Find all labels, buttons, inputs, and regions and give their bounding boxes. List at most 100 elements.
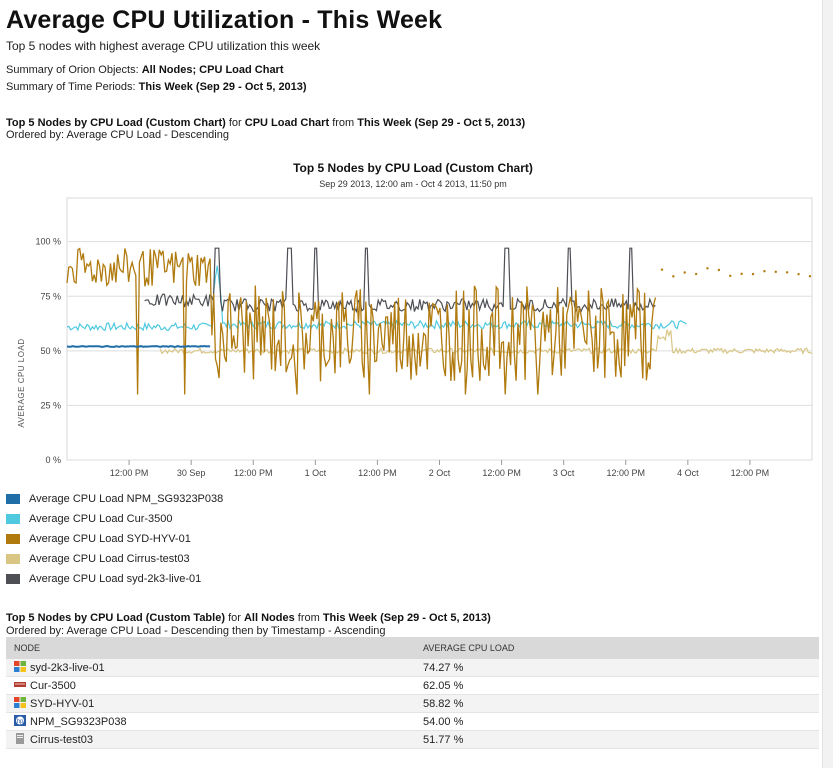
- hp-icon: hp: [14, 715, 26, 726]
- x-tick-label: 12:00 PM: [234, 468, 273, 478]
- legend-swatch: [6, 494, 20, 504]
- node-name[interactable]: Cirrus-test03: [30, 734, 93, 746]
- series-dot: [751, 272, 755, 276]
- y-tick-label: 0 %: [45, 455, 61, 465]
- legend-swatch: [6, 534, 20, 544]
- x-tick-label: 3 Oct: [553, 468, 575, 478]
- y-tick-label: 100 %: [35, 237, 61, 247]
- legend-item[interactable]: Average CPU Load syd-2k3-live-01: [6, 569, 223, 589]
- legend-label: Average CPU Load SYD-HYV-01: [29, 533, 191, 545]
- series-line-3: [159, 329, 813, 355]
- series-dot: [694, 272, 698, 276]
- x-tick-label: 4 Oct: [677, 468, 699, 478]
- table-section-from: from: [297, 612, 320, 624]
- chart-ordered-by: Ordered by: Average CPU Load - Descendin…: [6, 129, 229, 141]
- series-dot: [683, 271, 686, 274]
- series-line-1: [66, 265, 687, 332]
- legend-item[interactable]: Average CPU Load SYD-HYV-01: [6, 529, 223, 549]
- x-tick-label: 1 Oct: [305, 468, 327, 478]
- x-tick-label: 12:00 PM: [358, 468, 397, 478]
- windows-icon: [14, 697, 26, 708]
- chart-section-from: from: [332, 117, 355, 129]
- chart-subtitle: Sep 29 2013, 12:00 am - Oct 4 2013, 11:5…: [319, 179, 506, 189]
- cpu-load-chart: Top 5 Nodes by CPU Load (Custom Chart) S…: [17, 161, 813, 478]
- summary-periods: Summary of Time Periods: This Week (Sep …: [6, 79, 820, 96]
- plot-frame: [66, 197, 813, 461]
- x-tick-label: 12:00 PM: [731, 468, 770, 478]
- server-icon: [14, 733, 26, 744]
- windows-icon: [14, 661, 26, 672]
- legend-item[interactable]: Average CPU Load Cirrus-test03: [6, 549, 223, 569]
- series-dot: [774, 270, 777, 274]
- series-line-0: [66, 344, 211, 348]
- cell-average-cpu-load: 51.77 %: [415, 730, 819, 749]
- chart-title: Top 5 Nodes by CPU Load (Custom Chart): [293, 161, 533, 175]
- series-dot: [706, 267, 709, 270]
- page-subtitle: Top 5 nodes with highest average CPU uti…: [6, 39, 321, 53]
- node-name[interactable]: SYD-HYV-01: [30, 698, 95, 710]
- cell-node: Cur-3500: [6, 676, 415, 695]
- legend-swatch: [6, 574, 20, 584]
- legend-label: Average CPU Load Cur-3500: [29, 513, 173, 525]
- x-tick-label: 12:00 PM: [110, 468, 149, 478]
- svg-text:hp: hp: [17, 719, 24, 725]
- table-section-for: for: [228, 612, 241, 624]
- y-tick-label: 25 %: [40, 400, 61, 410]
- table-row[interactable]: Cur-3500 62.05 %: [6, 676, 819, 695]
- legend-label: Average CPU Load Cirrus-test03: [29, 553, 190, 565]
- page-title: Average CPU Utilization - This Week: [6, 6, 443, 34]
- cpu-load-table: NODE AVERAGE CPU LOAD syd-2k3-live-01 74.…: [6, 637, 819, 749]
- y-tick-label: 50 %: [40, 346, 61, 356]
- summary-periods-label: Summary of Time Periods:: [6, 81, 136, 93]
- x-tick-label: 12:00 PM: [606, 468, 645, 478]
- table-row[interactable]: Cirrus-test03 51.77 %: [6, 730, 819, 749]
- router-icon: [14, 679, 26, 690]
- table-row[interactable]: hp NPM_SG9323P038 54.00 %: [6, 712, 819, 731]
- x-tick-label: 12:00 PM: [482, 468, 521, 478]
- table-section-name: Top 5 Nodes by CPU Load (Custom Table): [6, 612, 225, 624]
- legend-item[interactable]: Average CPU Load NPM_SG9323P038: [6, 489, 223, 509]
- series-dot: [717, 268, 721, 272]
- cell-average-cpu-load: 62.05 %: [415, 676, 819, 695]
- series-dot: [672, 275, 675, 278]
- cell-average-cpu-load: 54.00 %: [415, 712, 819, 731]
- table-header-row: NODE AVERAGE CPU LOAD: [6, 637, 819, 659]
- series-dot: [785, 271, 789, 274]
- table-row[interactable]: SYD-HYV-01 58.82 %: [6, 694, 819, 713]
- legend-label: Average CPU Load syd-2k3-live-01: [29, 573, 202, 585]
- chart-section-name: Top 5 Nodes by CPU Load (Custom Chart): [6, 117, 226, 129]
- node-name[interactable]: Cur-3500: [30, 680, 76, 692]
- chart-section-object: CPU Load Chart: [244, 117, 330, 129]
- x-tick-label: 2 Oct: [429, 468, 451, 478]
- table-section-title: Top 5 Nodes by CPU Load (Custom Table) f…: [6, 612, 491, 624]
- header-node[interactable]: NODE: [6, 637, 415, 659]
- series-line-4: [144, 247, 656, 314]
- node-name[interactable]: NPM_SG9323P038: [30, 716, 127, 728]
- table-row[interactable]: syd-2k3-live-01 74.27 %: [6, 659, 819, 677]
- header-average-cpu-load[interactable]: AVERAGE CPU LOAD: [415, 637, 819, 659]
- legend-label: Average CPU Load NPM_SG9323P038: [29, 493, 224, 505]
- y-tick-label: 75 %: [40, 291, 61, 301]
- report-container: Average CPU Utilization - This Week Top …: [6, 0, 820, 141]
- table-ordered-by: Ordered by: Average CPU Load - Descendin…: [6, 625, 386, 637]
- node-name[interactable]: syd-2k3-live-01: [30, 662, 105, 674]
- legend-item[interactable]: Average CPU Load Cur-3500: [6, 509, 223, 529]
- series-dot: [729, 274, 732, 277]
- cell-node: syd-2k3-live-01: [6, 659, 415, 677]
- scrollbar[interactable]: [822, 0, 833, 768]
- series-line-2: [66, 247, 657, 395]
- summary-objects-value: All Nodes; CPU Load Chart: [141, 64, 284, 76]
- y-axis-label: AVERAGE CPU LOAD: [17, 338, 26, 427]
- table-section-object: All Nodes: [243, 612, 295, 624]
- summary-objects: Summary of Orion Objects: All Nodes; CPU…: [6, 62, 820, 79]
- cell-average-cpu-load: 58.82 %: [415, 694, 819, 713]
- series-dot: [763, 269, 766, 273]
- summary-objects-label: Summary of Orion Objects:: [6, 64, 139, 76]
- table-section-period: This Week (Sep 29 - Oct 5, 2013): [322, 612, 491, 624]
- series-dot: [797, 272, 800, 276]
- x-tick-label: 30 Sep: [177, 468, 206, 478]
- series-dot: [808, 274, 812, 278]
- plot-area: 0 % 25 % 50 % 75 % 100 % 12:00 PM 30 Sep 12:00 …: [35, 197, 813, 478]
- chart-section-period: This Week (Sep 29 - Oct 5, 2013): [357, 117, 526, 129]
- chart-legend: Average CPU Load NPM_SG9323P038 Average C…: [6, 489, 223, 589]
